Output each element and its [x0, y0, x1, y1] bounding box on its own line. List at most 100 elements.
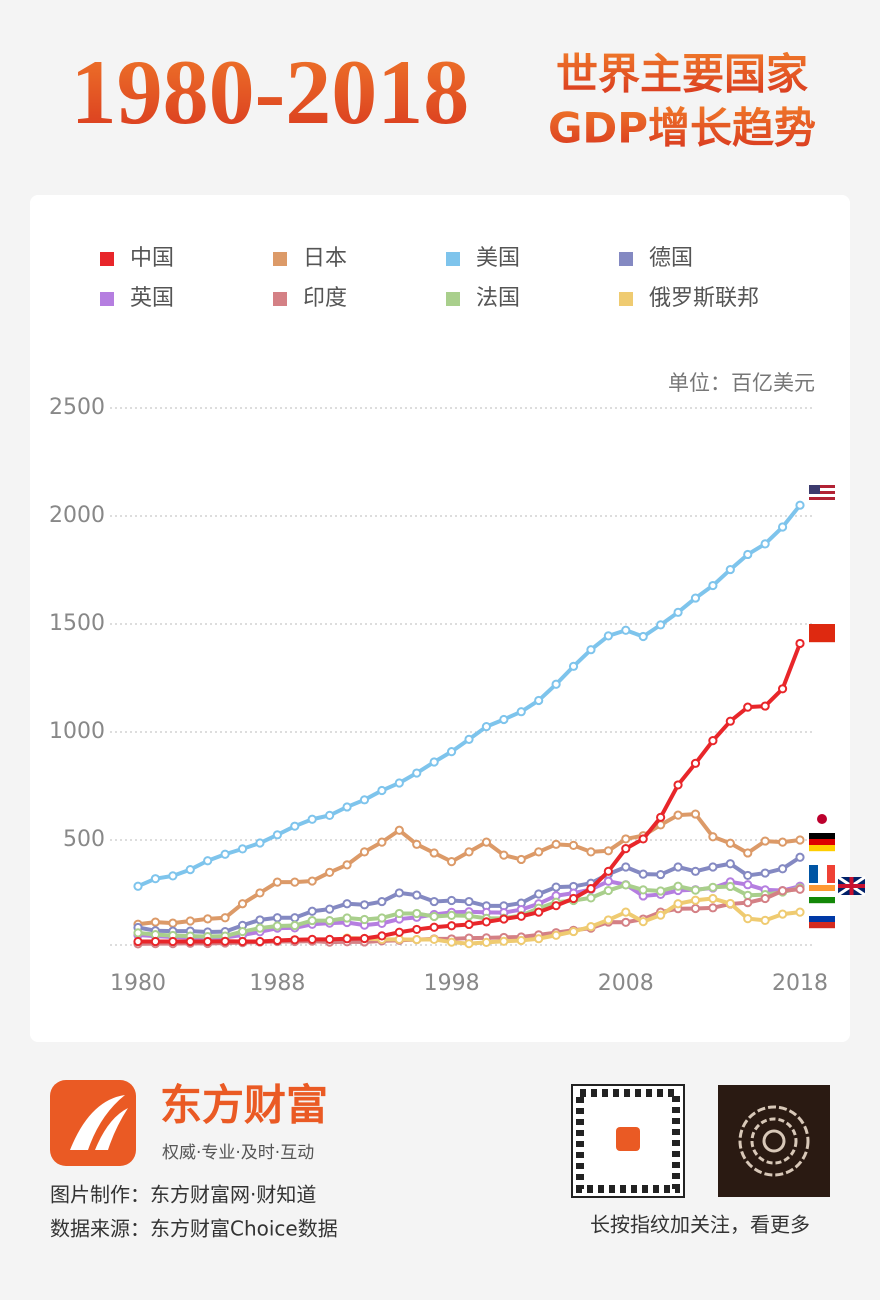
point — [638, 869, 648, 879]
point — [220, 913, 230, 923]
point — [551, 901, 561, 911]
legend-swatch — [100, 292, 114, 306]
point — [290, 920, 300, 931]
point — [603, 866, 613, 876]
point — [325, 810, 335, 820]
point — [760, 539, 770, 549]
title: 1980-2018 — [71, 41, 470, 143]
point — [464, 919, 474, 930]
legend-label: 中国 — [130, 246, 174, 271]
credit: 图片制作：东方财富网·财知道 — [50, 1183, 316, 1207]
point — [307, 915, 317, 926]
point — [272, 935, 282, 946]
point — [708, 862, 718, 872]
legend-swatch — [446, 252, 460, 266]
y-tick-label: 2000 — [49, 503, 105, 528]
flag — [838, 877, 865, 895]
point — [342, 913, 352, 923]
fingerprint[interactable] — [718, 1085, 830, 1197]
point — [307, 934, 317, 944]
point — [272, 913, 282, 923]
point — [394, 778, 404, 788]
point — [446, 895, 457, 906]
flag — [809, 910, 835, 917]
point — [429, 757, 439, 767]
legend-label: 法国 — [476, 286, 520, 311]
point — [290, 877, 300, 887]
point — [656, 886, 666, 896]
point — [621, 844, 631, 854]
point — [690, 895, 701, 905]
point — [325, 904, 335, 914]
point — [638, 631, 648, 642]
point — [673, 862, 683, 872]
flag — [809, 833, 835, 840]
point — [638, 834, 648, 844]
point — [133, 936, 143, 947]
point — [499, 914, 509, 924]
flag — [809, 500, 835, 504]
point — [394, 927, 404, 937]
x-tick-label: 1980 — [110, 971, 166, 996]
point — [621, 880, 631, 890]
point — [743, 702, 753, 712]
flag — [809, 885, 835, 892]
point — [255, 923, 265, 933]
point — [725, 838, 735, 848]
point — [342, 860, 352, 870]
fingerprint-ring — [750, 1117, 798, 1165]
point — [708, 893, 718, 904]
x-tick-label: 1998 — [424, 971, 480, 996]
flag — [809, 485, 835, 489]
point — [481, 937, 492, 947]
logo-mark — [70, 1095, 128, 1150]
point — [377, 896, 387, 907]
point — [760, 868, 770, 878]
flag — [809, 488, 835, 492]
point — [412, 908, 422, 919]
point — [760, 836, 770, 846]
point — [359, 933, 370, 944]
point — [795, 835, 805, 845]
point — [342, 802, 352, 812]
point — [377, 913, 387, 923]
point — [429, 922, 439, 932]
point — [255, 915, 265, 925]
point — [656, 910, 666, 920]
flag — [809, 839, 835, 846]
point — [377, 785, 387, 796]
x-tick-label: 2018 — [772, 971, 828, 996]
point — [690, 758, 701, 768]
point — [621, 834, 631, 844]
point — [534, 907, 544, 917]
point — [725, 859, 735, 869]
point — [690, 885, 701, 895]
point — [307, 814, 317, 824]
point — [534, 695, 544, 706]
point — [725, 716, 735, 726]
legend-label: 俄罗斯联邦 — [649, 286, 759, 311]
point — [150, 917, 161, 927]
point — [725, 898, 735, 909]
x-tick-label: 1988 — [249, 971, 305, 996]
point — [568, 840, 579, 851]
point — [551, 930, 561, 940]
point — [743, 898, 753, 908]
subtitle: GDP增长趋势 — [548, 104, 816, 153]
point — [760, 701, 770, 711]
point — [325, 934, 335, 944]
point — [795, 852, 805, 862]
point — [777, 886, 788, 896]
point — [568, 926, 579, 937]
point — [359, 900, 370, 910]
y-tick-label: 500 — [63, 827, 105, 852]
point — [272, 877, 282, 887]
point — [394, 934, 404, 944]
chart-card — [30, 195, 850, 1042]
point — [237, 936, 248, 947]
y-tick-label: 1500 — [49, 611, 105, 636]
point — [412, 768, 422, 778]
point — [150, 874, 161, 884]
slogan: 权威·专业·及时·互动 — [162, 1143, 314, 1163]
